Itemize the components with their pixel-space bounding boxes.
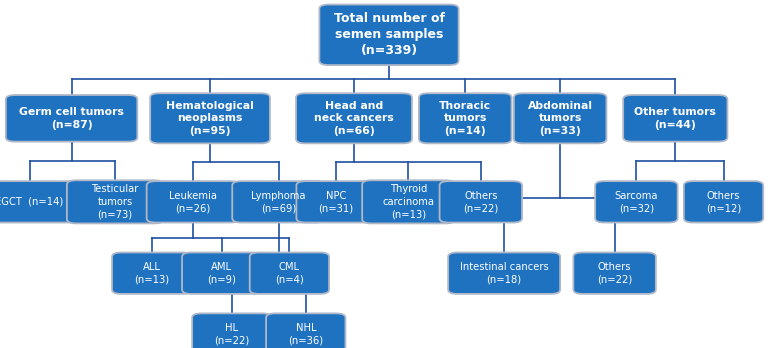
FancyBboxPatch shape bbox=[296, 93, 412, 143]
Text: Sarcoma
(n=32): Sarcoma (n=32) bbox=[615, 191, 658, 213]
FancyBboxPatch shape bbox=[623, 95, 727, 142]
FancyBboxPatch shape bbox=[0, 181, 75, 223]
Text: Other tumors
(n=44): Other tumors (n=44) bbox=[634, 107, 717, 129]
FancyBboxPatch shape bbox=[440, 181, 522, 223]
Text: Testicular
tumors
(n=73): Testicular tumors (n=73) bbox=[92, 184, 138, 219]
Text: Intestinal cancers
(n=18): Intestinal cancers (n=18) bbox=[460, 262, 548, 284]
FancyBboxPatch shape bbox=[112, 253, 191, 294]
Text: ALL
(n=13): ALL (n=13) bbox=[134, 262, 170, 284]
Text: NPC
(n=31): NPC (n=31) bbox=[318, 191, 354, 213]
Text: Others
(n=12): Others (n=12) bbox=[706, 191, 741, 213]
Text: EGCT  (n=14): EGCT (n=14) bbox=[0, 197, 64, 207]
Text: Thoracic
tumors
(n=14): Thoracic tumors (n=14) bbox=[440, 101, 491, 136]
Text: HL
(n=22): HL (n=22) bbox=[214, 323, 250, 345]
FancyBboxPatch shape bbox=[448, 253, 560, 294]
Text: Others
(n=22): Others (n=22) bbox=[597, 262, 633, 284]
FancyBboxPatch shape bbox=[67, 180, 163, 223]
FancyBboxPatch shape bbox=[146, 181, 239, 223]
FancyBboxPatch shape bbox=[182, 253, 261, 294]
FancyBboxPatch shape bbox=[192, 313, 272, 348]
FancyBboxPatch shape bbox=[595, 181, 678, 223]
Text: Others
(n=22): Others (n=22) bbox=[463, 191, 499, 213]
FancyBboxPatch shape bbox=[266, 313, 345, 348]
FancyBboxPatch shape bbox=[513, 93, 607, 143]
Text: Head and
neck cancers
(n=66): Head and neck cancers (n=66) bbox=[314, 101, 394, 136]
Text: Germ cell tumors
(n=87): Germ cell tumors (n=87) bbox=[19, 107, 124, 129]
FancyBboxPatch shape bbox=[250, 253, 329, 294]
FancyBboxPatch shape bbox=[232, 181, 325, 223]
FancyBboxPatch shape bbox=[296, 181, 376, 223]
Text: AML
(n=9): AML (n=9) bbox=[207, 262, 237, 284]
Text: Hematological
neoplasms
(n=95): Hematological neoplasms (n=95) bbox=[166, 101, 254, 136]
FancyBboxPatch shape bbox=[684, 181, 763, 223]
Text: Abdominal
tumors
(n=33): Abdominal tumors (n=33) bbox=[527, 101, 593, 136]
Text: Thyroid
carcinoma
(n=13): Thyroid carcinoma (n=13) bbox=[383, 184, 434, 219]
Text: NHL
(n=36): NHL (n=36) bbox=[288, 323, 324, 345]
Text: CML
(n=4): CML (n=4) bbox=[275, 262, 303, 284]
FancyBboxPatch shape bbox=[419, 93, 511, 143]
Text: Total number of
semen samples
(n=339): Total number of semen samples (n=339) bbox=[334, 12, 444, 57]
FancyBboxPatch shape bbox=[573, 253, 656, 294]
FancyBboxPatch shape bbox=[6, 95, 137, 142]
FancyBboxPatch shape bbox=[150, 93, 270, 143]
FancyBboxPatch shape bbox=[319, 5, 458, 65]
Text: Leukemia
(n=26): Leukemia (n=26) bbox=[169, 191, 217, 213]
FancyBboxPatch shape bbox=[362, 180, 454, 223]
Text: Lymphoma
(n=69): Lymphoma (n=69) bbox=[251, 191, 306, 213]
